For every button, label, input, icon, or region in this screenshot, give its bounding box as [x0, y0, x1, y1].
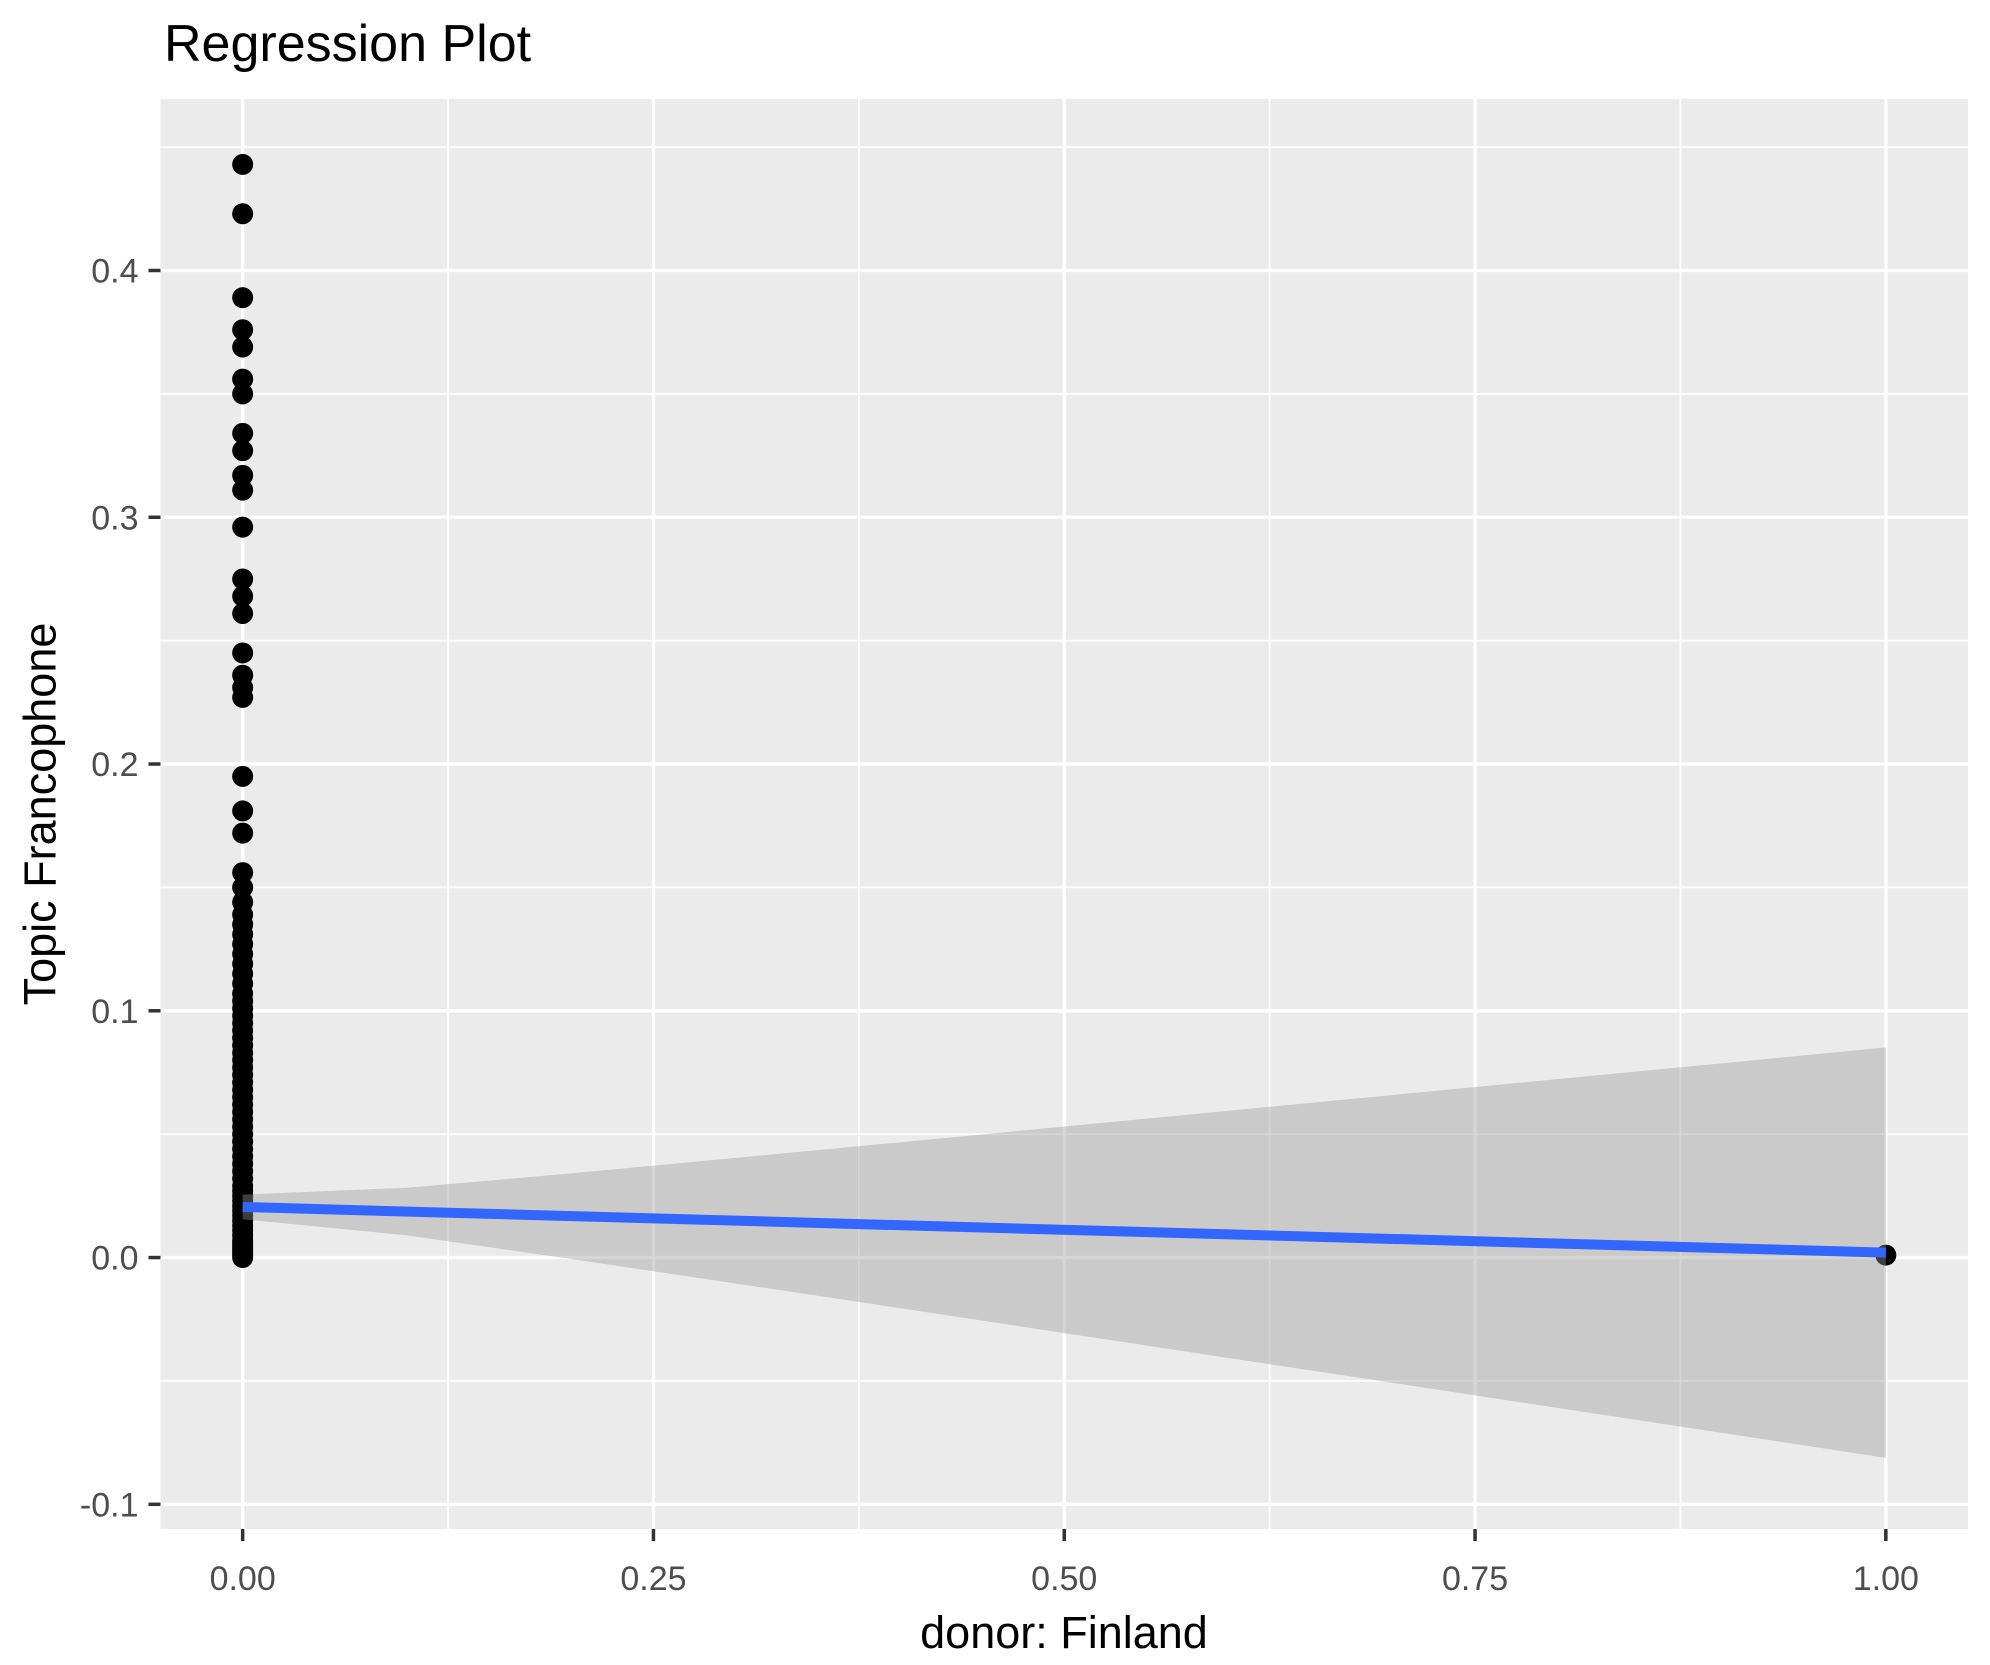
plot-title: Regression Plot [164, 15, 532, 73]
data-point [232, 876, 254, 898]
data-point [232, 822, 254, 844]
x-axis-title: donor: Finland [920, 1607, 1208, 1658]
data-point [232, 203, 254, 225]
y-axis-title: Topic Francophone [14, 622, 66, 1006]
y-tick-label: 0.2 [91, 746, 138, 784]
x-tick-label: 0.25 [620, 1560, 686, 1598]
data-point [232, 862, 254, 884]
data-point [232, 464, 254, 486]
data-point [232, 479, 254, 501]
scatter-points [232, 153, 1897, 1269]
y-tick-label: 0.3 [91, 499, 138, 537]
x-tick-label: 1.00 [1853, 1560, 1919, 1598]
data-point [232, 368, 254, 390]
x-tick-label: 0.00 [210, 1560, 276, 1598]
y-tick-labels: 0.4 0.3 0.2 0.1 0.0 -0.1 [80, 253, 139, 1525]
x-tick-label: 0.50 [1031, 1560, 1097, 1598]
confidence-band [242, 1047, 1886, 1458]
data-point [232, 383, 254, 405]
data-point [232, 686, 254, 708]
x-tick-labels: 0.00 0.25 0.50 0.75 1.00 [210, 1560, 1919, 1598]
data-point [232, 336, 254, 358]
y-tick-label: 0.0 [91, 1240, 138, 1278]
data-point [232, 765, 254, 787]
data-point [232, 516, 254, 538]
y-tick-label: -0.1 [80, 1486, 139, 1524]
data-point [232, 319, 254, 341]
data-point [232, 422, 254, 444]
x-tick-label: 0.75 [1442, 1560, 1508, 1598]
data-point [232, 642, 254, 664]
data-point [232, 1247, 254, 1269]
data-point [232, 603, 254, 625]
data-point [232, 800, 254, 822]
data-point [232, 287, 254, 309]
y-tick-label: 0.1 [91, 993, 138, 1031]
data-point [232, 153, 254, 175]
data-point [232, 440, 254, 462]
data-point [232, 568, 254, 590]
regression-line [242, 1201, 1886, 1258]
y-tick-label: 0.4 [91, 253, 138, 291]
data-point [232, 585, 254, 607]
axis-ticks [148, 268, 1888, 1541]
